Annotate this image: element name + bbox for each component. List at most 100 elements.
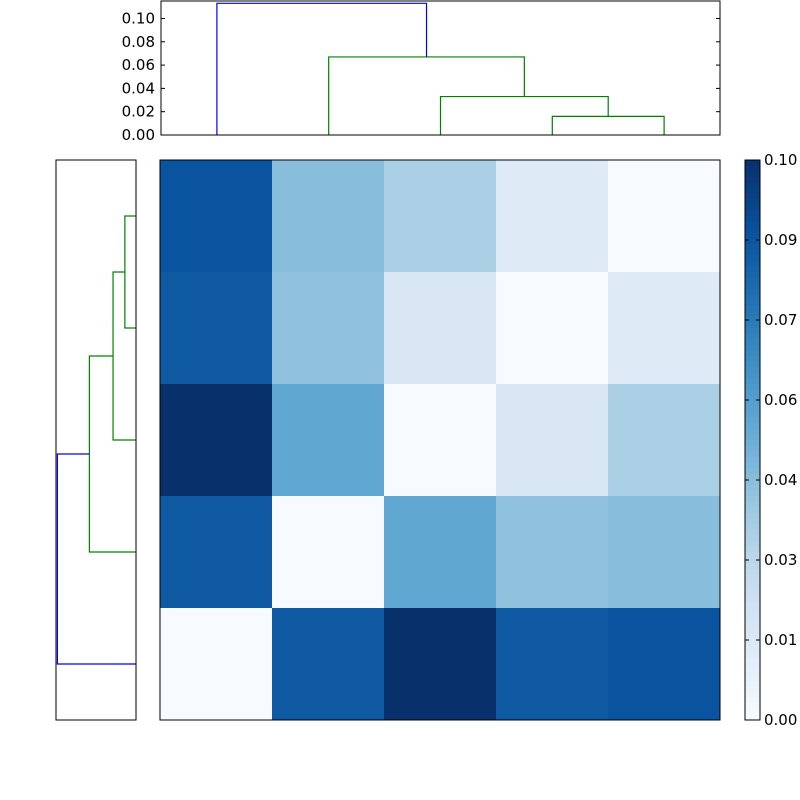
heatmap-cell: [496, 496, 609, 609]
colorbar-segment: [745, 557, 760, 564]
colorbar-segment: [745, 305, 760, 312]
colorbar-segment: [745, 473, 760, 480]
colorbar-segment: [745, 227, 760, 234]
heatmap-cell: [272, 384, 385, 497]
top-dendrogram: 0.00 0.02 0.04 0.06 0.08 0.10: [122, 0, 721, 144]
colorbar-segment: [745, 596, 760, 603]
heatmap-cell: [496, 608, 609, 721]
colorbar-segment: [745, 624, 760, 631]
y-tick-label: 0.06: [122, 56, 155, 74]
colorbar-segment: [745, 714, 760, 721]
colorbar-segment: [745, 496, 760, 503]
heatmap-cell: [496, 160, 609, 273]
heatmap-cell: [608, 384, 721, 497]
colorbar-segment: [745, 221, 760, 228]
colorbar-segment: [745, 428, 760, 435]
heatmap-cell: [384, 272, 497, 385]
colorbar-segment: [745, 350, 760, 357]
heatmap-cell: [496, 384, 609, 497]
colorbar-segment: [745, 546, 760, 553]
colorbar-segment: [745, 300, 760, 307]
colorbar-segment: [745, 675, 760, 682]
colorbar-segment: [745, 636, 760, 643]
colorbar-segment: [745, 490, 760, 497]
colorbar-segment: [745, 647, 760, 654]
colorbar-segment: [745, 378, 760, 385]
colorbar-segment: [745, 451, 760, 458]
colorbar-segment: [745, 216, 760, 223]
heatmap-cell: [496, 272, 609, 385]
colorbar-segment: [745, 389, 760, 396]
heatmap-cell: [272, 496, 385, 609]
colorbar-segment: [745, 417, 760, 424]
y-tick-label: 0.02: [122, 103, 155, 121]
colorbar-segment: [745, 244, 760, 251]
y-tick-label: 0.00: [122, 126, 155, 144]
colorbar-segment: [745, 658, 760, 665]
heatmap-cell: [272, 608, 385, 721]
colorbar-segment: [745, 238, 760, 245]
colorbar-tick-label: 0.04: [764, 471, 797, 489]
colorbar-segment: [745, 311, 760, 318]
colorbar-segment: [745, 249, 760, 256]
colorbar-segment: [745, 529, 760, 536]
colorbar-segment: [745, 423, 760, 430]
colorbar-segment: [745, 176, 760, 183]
colorbar-segment: [745, 283, 760, 290]
y-tick-label: 0.08: [122, 33, 155, 51]
heatmap-cell: [384, 496, 497, 609]
heatmap-frame: [159, 159, 721, 721]
colorbar-segment: [745, 613, 760, 620]
heatmap-cell: [272, 160, 385, 273]
dendrogram-link: [56, 453, 136, 665]
colorbar-segment: [745, 232, 760, 239]
colorbar-segment: [745, 669, 760, 676]
colorbar-segment: [745, 686, 760, 693]
colorbar-segment: [745, 255, 760, 262]
colorbar-segment: [745, 574, 760, 581]
colorbar-segment: [745, 563, 760, 570]
colorbar-segment: [745, 468, 760, 475]
colorbar-segment: [745, 434, 760, 441]
colorbar-segment: [745, 524, 760, 531]
colorbar-segment: [745, 540, 760, 547]
colorbar-segment: [745, 479, 760, 486]
colorbar-segment: [745, 507, 760, 514]
colorbar-segment: [745, 361, 760, 368]
colorbar-segment: [745, 356, 760, 363]
colorbar-segment: [745, 204, 760, 211]
colorbar-tick-label: 0.06: [764, 391, 797, 409]
heatmap-cell: [384, 384, 497, 497]
colorbar-segment: [745, 272, 760, 279]
heatmap-cell: [272, 272, 385, 385]
colorbar-segment: [745, 367, 760, 374]
colorbar-segment: [745, 652, 760, 659]
colorbar-segment: [745, 568, 760, 575]
colorbar-segment: [745, 585, 760, 592]
colorbar-segment: [745, 680, 760, 687]
y-tick-label: 0.04: [122, 79, 155, 97]
colorbar-segment: [745, 339, 760, 346]
colorbar-segment: [745, 260, 760, 267]
heatmap-cell: [384, 608, 497, 721]
colorbar-tick-label: 0.07: [764, 311, 797, 329]
colorbar-segment: [745, 501, 760, 508]
colorbar-segment: [745, 641, 760, 648]
colorbar-segment: [745, 188, 760, 195]
left-dendrogram-frame: [55, 159, 137, 721]
colorbar-segment: [745, 277, 760, 284]
colorbar-segment: [745, 602, 760, 609]
colorbar-segment: [745, 322, 760, 329]
colorbar-segment: [745, 333, 760, 340]
colorbar-segment: [745, 210, 760, 217]
heatmap: [159, 159, 721, 721]
dendrogram-link: [551, 115, 665, 135]
colorbar-segment: [745, 456, 760, 463]
colorbar-segment: [745, 462, 760, 469]
heatmap-cell: [384, 160, 497, 273]
colorbar-segment: [745, 372, 760, 379]
heatmap-cell: [608, 496, 721, 609]
colorbar-segment: [745, 160, 760, 167]
colorbar-segment: [745, 395, 760, 402]
